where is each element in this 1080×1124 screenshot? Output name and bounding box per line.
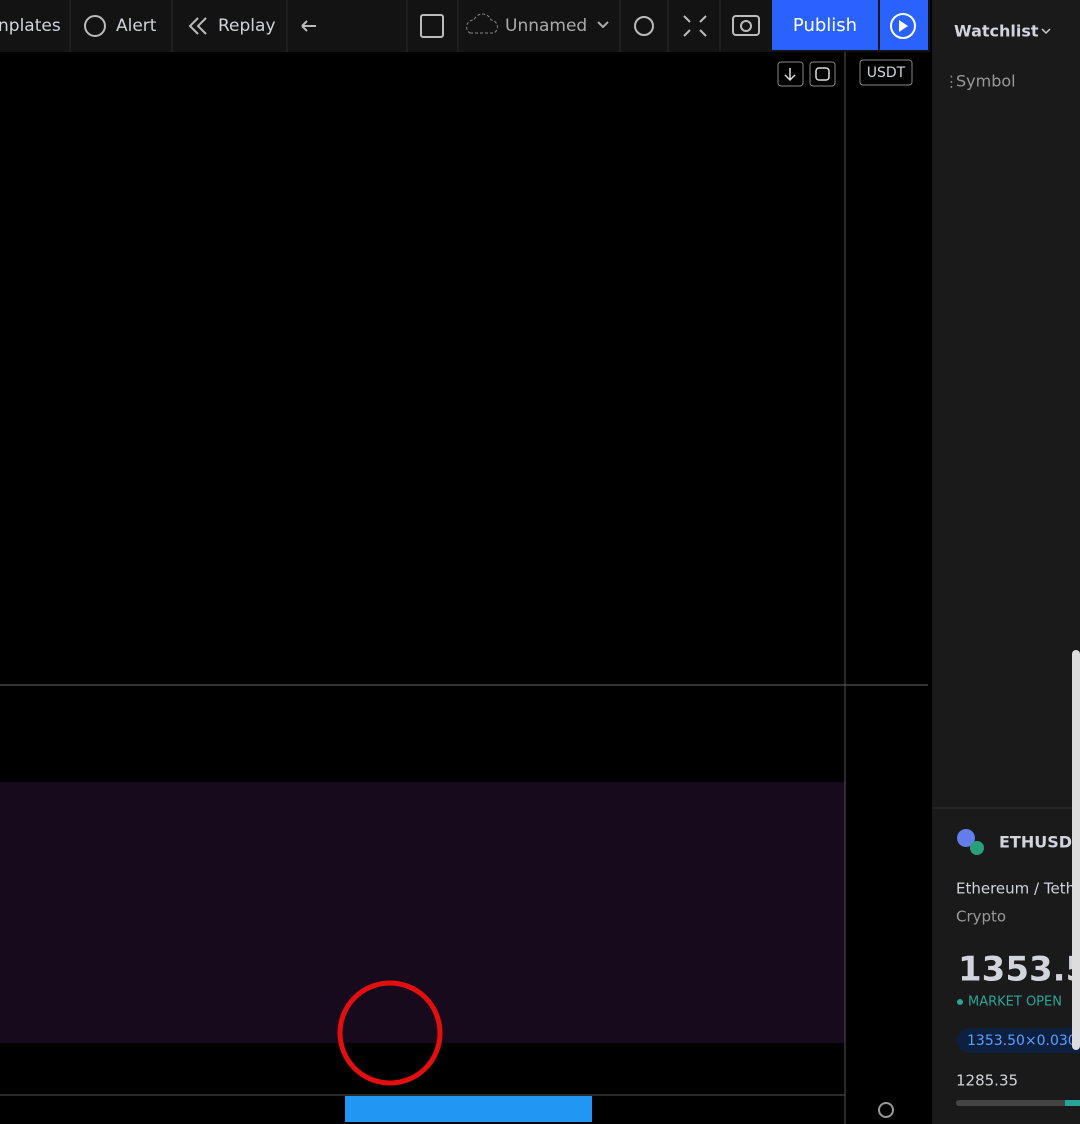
rsi-band-fill [0,782,845,1043]
details-symbol: ETHUSDT [999,833,1080,852]
publish-button[interactable] [772,0,878,50]
crosshair-time-box [345,1096,592,1122]
svg-text:⋮: ⋮ [944,73,959,91]
details-status: MARKET OPEN [968,995,1062,1010]
alert-button[interactable]: Alert [116,16,157,36]
layout-name[interactable]: Unnamed [505,16,587,36]
column-header: Symbol [956,72,1016,91]
replay-button[interactable]: Replay [218,16,276,36]
templates-button[interactable]: nplates [0,16,61,36]
details-kind: Crypto [956,908,1006,926]
annotation-circle [337,980,443,1086]
watchlist-title[interactable]: Watchlist [954,22,1039,41]
currency: USDT [867,65,906,81]
details-price: 1353.5 [958,950,1080,990]
currency-box[interactable] [859,59,913,86]
details-quote: 1353.50×0.030 [967,1033,1077,1049]
publish-label: Publish [793,15,857,36]
details-name: Ethereum / Tethe [956,880,1080,898]
details-low: 1285.35 [956,1072,1018,1090]
